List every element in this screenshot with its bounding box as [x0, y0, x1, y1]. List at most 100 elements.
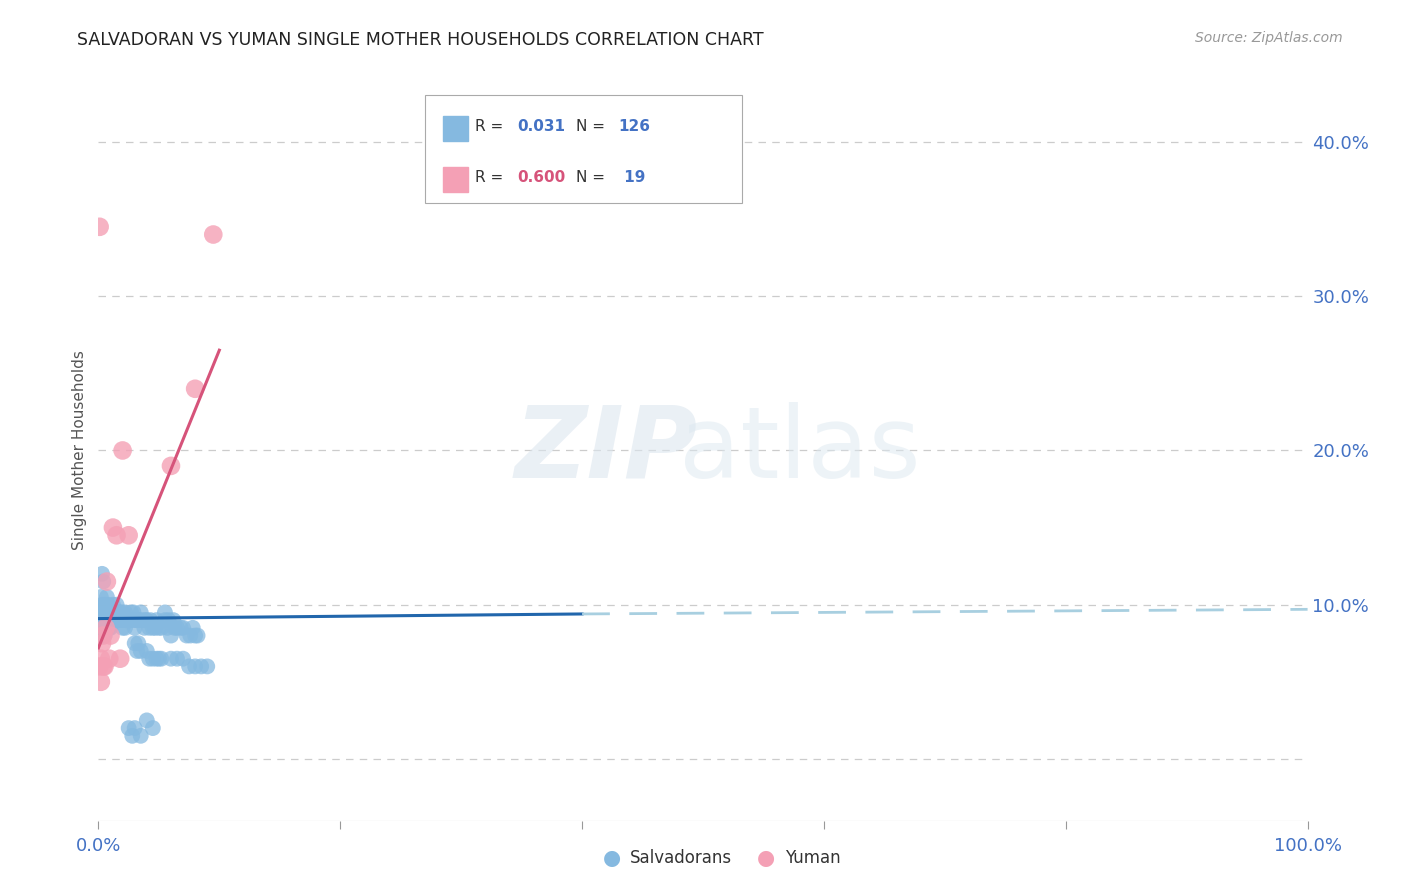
Point — [118, 613, 141, 627]
Point — [97, 598, 120, 612]
Point — [101, 598, 124, 612]
Point — [93, 613, 115, 627]
Point — [93, 598, 115, 612]
Text: N =: N = — [576, 170, 610, 185]
Point — [135, 613, 157, 627]
Point — [98, 651, 121, 665]
Point — [98, 621, 121, 635]
Point — [96, 606, 118, 620]
Point — [93, 606, 115, 620]
Point — [90, 613, 112, 627]
Point — [105, 598, 128, 612]
Point — [103, 613, 125, 627]
Point — [112, 613, 135, 627]
Point — [91, 621, 114, 635]
Point — [134, 621, 156, 635]
Point — [101, 613, 124, 627]
Point — [142, 721, 165, 735]
Point — [153, 613, 176, 627]
Point — [202, 227, 225, 242]
Text: N =: N = — [576, 120, 610, 134]
Point — [105, 528, 128, 542]
Point — [179, 628, 201, 642]
Text: Yuman: Yuman — [785, 849, 841, 867]
Point — [148, 651, 170, 665]
Point — [129, 644, 152, 658]
Point — [120, 606, 142, 620]
Point — [91, 628, 114, 642]
Point — [145, 651, 167, 665]
Point — [89, 219, 111, 234]
Point — [160, 458, 183, 473]
Point — [90, 590, 112, 604]
Point — [127, 613, 149, 627]
Point — [91, 628, 114, 642]
Point — [107, 606, 129, 620]
Point — [91, 606, 114, 620]
Point — [160, 628, 183, 642]
Point — [124, 621, 146, 635]
Point — [160, 651, 183, 665]
Point — [169, 621, 191, 635]
Point — [125, 613, 148, 627]
Point — [97, 621, 120, 635]
Point — [150, 621, 173, 635]
Point — [94, 606, 117, 620]
Point — [145, 613, 167, 627]
Point — [91, 659, 114, 673]
Point — [96, 574, 118, 589]
Point — [135, 613, 157, 627]
Point — [184, 628, 207, 642]
Point — [184, 382, 207, 396]
Point — [103, 606, 125, 620]
Point — [150, 651, 173, 665]
Point — [142, 651, 165, 665]
Point — [96, 590, 118, 604]
Point — [156, 621, 179, 635]
Text: R =: R = — [475, 120, 509, 134]
Point — [93, 659, 115, 673]
Point — [93, 621, 115, 635]
Point — [91, 621, 114, 635]
Text: ●: ● — [603, 848, 620, 868]
Point — [114, 621, 136, 635]
Point — [108, 606, 131, 620]
Text: ZIP: ZIP — [515, 402, 697, 499]
Point — [91, 628, 114, 642]
Point — [138, 621, 160, 635]
Point — [135, 644, 157, 658]
Y-axis label: Single Mother Households: Single Mother Households — [72, 351, 87, 550]
Point — [142, 621, 165, 635]
Point — [166, 651, 188, 665]
Point — [94, 598, 117, 612]
Point — [181, 621, 204, 635]
Text: atlas: atlas — [679, 402, 921, 499]
Point — [124, 636, 146, 650]
Point — [176, 628, 198, 642]
Point — [166, 621, 188, 635]
Point — [107, 613, 129, 627]
Point — [90, 628, 112, 642]
Point — [108, 613, 131, 627]
Point — [148, 621, 170, 635]
Point — [89, 606, 111, 620]
Point — [98, 613, 121, 627]
Text: ●: ● — [758, 848, 775, 868]
Text: SALVADORAN VS YUMAN SINGLE MOTHER HOUSEHOLDS CORRELATION CHART: SALVADORAN VS YUMAN SINGLE MOTHER HOUSEH… — [77, 31, 763, 49]
Point — [127, 613, 149, 627]
Point — [162, 613, 184, 627]
Point — [187, 628, 209, 642]
Point — [104, 613, 127, 627]
Point — [108, 651, 131, 665]
Point — [100, 606, 122, 620]
Point — [89, 613, 111, 627]
Point — [110, 613, 132, 627]
Point — [135, 714, 157, 728]
Point — [111, 621, 134, 635]
Point — [153, 606, 176, 620]
Point — [190, 659, 212, 673]
Point — [115, 613, 138, 627]
Point — [90, 651, 112, 665]
Point — [172, 651, 194, 665]
Point — [139, 613, 162, 627]
